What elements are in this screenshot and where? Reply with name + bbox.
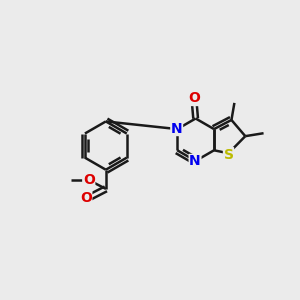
Text: N: N — [171, 122, 182, 136]
Text: S: S — [224, 148, 233, 162]
Text: N: N — [189, 154, 201, 169]
Text: O: O — [188, 92, 200, 106]
Text: O: O — [83, 173, 95, 187]
Text: O: O — [80, 191, 92, 205]
